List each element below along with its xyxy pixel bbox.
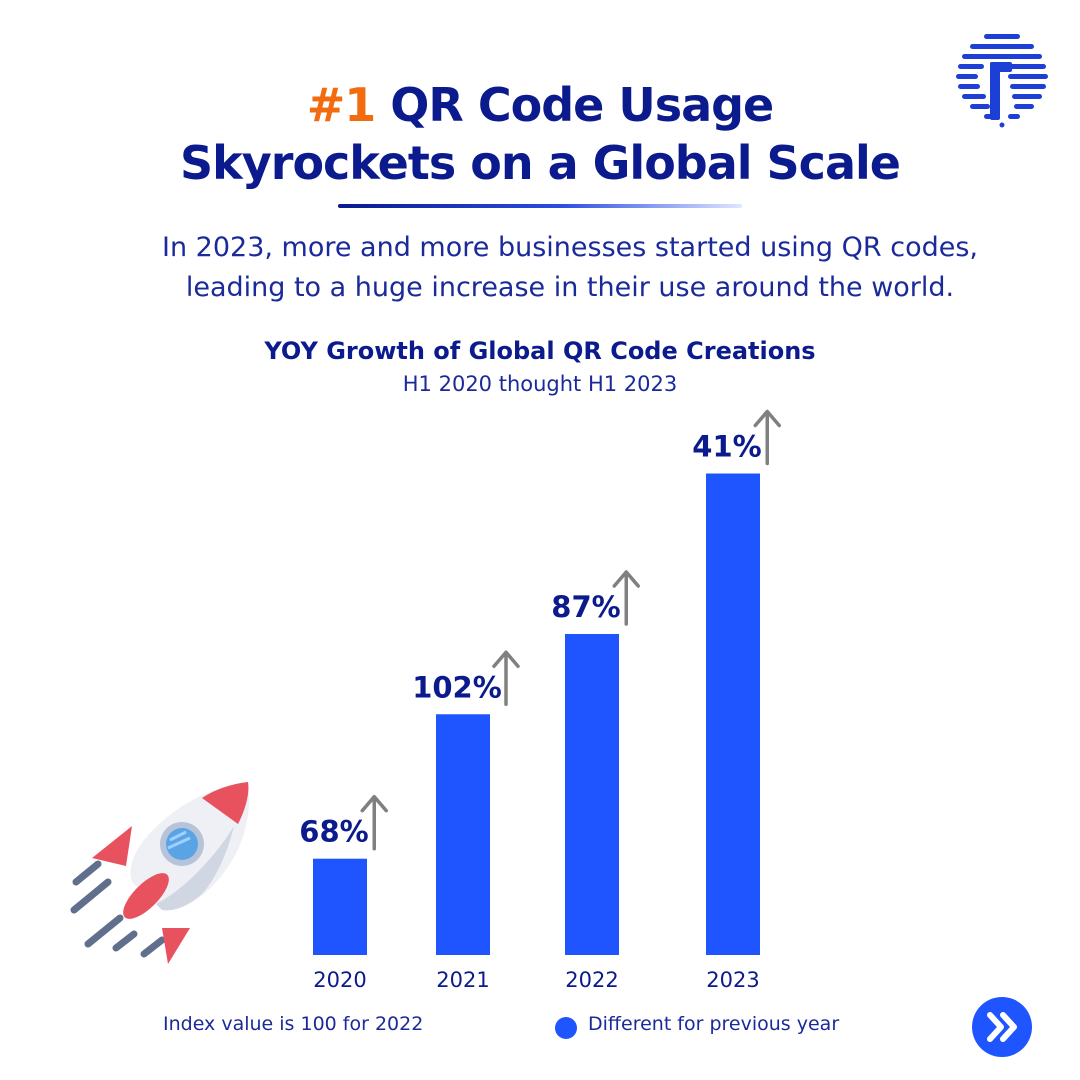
subtitle-line-1: In 2023, more and more businesses starte… [162,232,978,263]
index-note: Index value is 100 for 2022 [163,1013,424,1035]
chart-subtitle: H1 2020 thought H1 2023 [402,372,678,396]
x-tick-label: 2022 [565,968,618,992]
page-title-line-1: #1 QR Code Usage [0,78,1080,132]
arrow-up-icon [492,650,520,706]
bar-2023 [706,473,760,955]
x-tick-label: 2023 [706,968,759,992]
x-tick-label: 2020 [313,968,366,992]
arrow-up-icon [360,794,388,851]
data-label: 102% [412,670,502,704]
chart-title: YOY Growth of Global QR Code Creations [264,337,816,365]
bar-2020 [313,858,367,955]
legend-label: Different for previous year [588,1013,840,1035]
bar-2021 [436,714,490,955]
next-button[interactable] [970,995,1034,1059]
data-label: 87% [551,590,620,624]
subtitle-line-2: leading to a huge increase in their use … [185,272,955,303]
arrow-up-icon [753,409,781,466]
data-label: 68% [299,815,368,849]
data-label: 41% [692,430,761,464]
title-main: QR Code Usage [375,78,774,132]
title-divider [338,204,742,208]
rocket-icon [70,782,250,964]
title-accent: #1 [306,78,377,132]
bar-2022 [565,634,619,955]
circuit-tech-logo-icon [956,34,1048,128]
legend-swatch [555,1017,577,1039]
arrow-up-icon [612,570,640,626]
page-title-line-2: Skyrockets on a Global Scale [180,136,901,190]
x-tick-label: 2021 [436,968,489,992]
double-chevron-right-icon [987,1012,1017,1042]
